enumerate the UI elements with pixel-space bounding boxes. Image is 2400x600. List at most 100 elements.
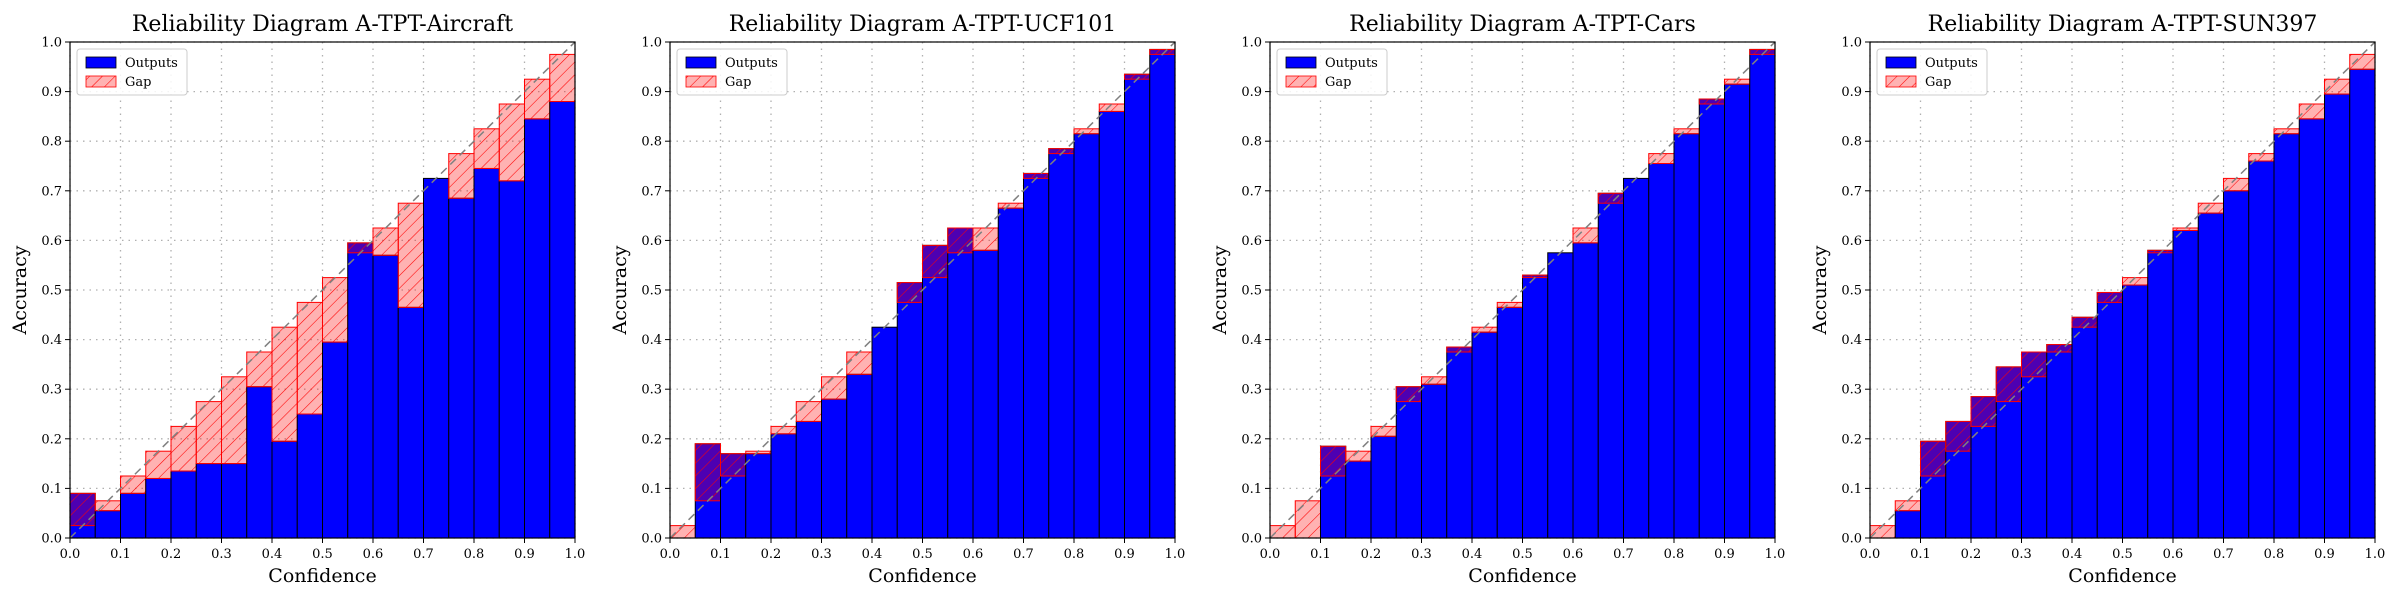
x-tick-label: 0.6 <box>2163 547 2184 562</box>
outputs-bar <box>397 306 424 539</box>
outputs-bar <box>347 242 374 539</box>
outputs-bar <box>221 463 248 539</box>
outputs-bar <box>795 420 822 539</box>
gap-bar <box>821 376 848 400</box>
outputs-bar <box>2324 93 2351 539</box>
x-tick-label: 0.4 <box>2062 547 2083 562</box>
gap-bar <box>1995 366 2022 403</box>
gap-bar <box>2021 351 2048 378</box>
x-tick-label: 0.4 <box>862 547 883 562</box>
x-tick-label: 1.0 <box>1165 547 1186 562</box>
outputs-bar <box>1496 306 1523 539</box>
gap-bar <box>322 277 349 343</box>
x-tick-label: 0.6 <box>1563 547 1584 562</box>
y-tick-label: 0.8 <box>41 135 62 150</box>
gap-bar <box>669 525 696 539</box>
outputs-bar <box>972 249 999 539</box>
y-axis-label: Accuracy <box>9 245 31 335</box>
outputs-bar <box>1149 48 1176 539</box>
outputs-bar <box>1098 110 1125 539</box>
gap-bar <box>2046 344 2073 353</box>
gap-bar <box>1673 128 1700 135</box>
y-tick-label: 0.4 <box>641 333 662 348</box>
outputs-bar <box>947 227 974 539</box>
gap-bar <box>2122 277 2149 286</box>
chart-title: Reliability Diagram A-TPT-Aircraft <box>132 12 513 37</box>
x-tick-label: 0.7 <box>413 547 434 562</box>
gap-bar <box>1073 128 1100 135</box>
outputs-bar <box>2096 291 2123 539</box>
y-axis-label: Accuracy <box>1809 245 1831 335</box>
legend: Outputs Gap <box>676 48 788 96</box>
outputs-bar <box>271 440 298 539</box>
outputs-bar <box>1421 383 1448 539</box>
outputs-bar <box>821 398 848 539</box>
x-tick-label: 1.0 <box>1765 547 1786 562</box>
gap-bar <box>1572 227 1599 244</box>
gap-bar <box>1698 98 1725 105</box>
outputs-bar <box>1023 172 1050 539</box>
x-tick-label: 0.7 <box>1013 547 1034 562</box>
x-tick-label: 0.0 <box>1860 547 1881 562</box>
gap-bar <box>1869 525 1896 539</box>
legend-gap-swatch <box>685 75 717 88</box>
y-tick-label: 0.3 <box>641 383 662 398</box>
y-tick-label: 1.0 <box>41 36 62 51</box>
legend-gap-label: Gap <box>1325 75 1351 90</box>
x-tick-label: 0.3 <box>1411 547 1432 562</box>
x-tick-label: 0.6 <box>963 547 984 562</box>
chart-panel-4: 0.0 0.1 0.2 0.3 0.4 0.5 0.6 0.7 0.8 0.9 1.0 0.0 0.1 0… <box>1809 12 2385 587</box>
x-tick-label: 0.5 <box>312 547 333 562</box>
x-tick-label: 0.1 <box>110 547 131 562</box>
legend: Outputs Gap <box>1276 48 1388 96</box>
x-tick-label: 0.5 <box>1512 547 1533 562</box>
gap-bar <box>271 326 298 442</box>
outputs-bar <box>145 477 172 539</box>
outputs-bar <box>745 453 772 539</box>
outputs-bar <box>997 207 1024 539</box>
y-tick-label: 0.5 <box>1841 284 1862 299</box>
x-tick-label: 0.2 <box>161 547 182 562</box>
y-tick-label: 0.5 <box>1241 284 1262 299</box>
gap-bar <box>795 401 822 422</box>
outputs-bar <box>2122 284 2149 539</box>
legend-gap-swatch <box>1285 75 1317 88</box>
x-tick-label: 0.8 <box>464 547 485 562</box>
y-tick-label: 0.4 <box>1841 333 1862 348</box>
gap-bar <box>2096 291 2123 303</box>
outputs-bar <box>1522 274 1549 539</box>
legend-gap-label: Gap <box>1925 75 1951 90</box>
outputs-bar <box>94 510 121 539</box>
y-tick-label: 0.3 <box>41 383 62 398</box>
x-tick-label: 0.3 <box>2011 547 2032 562</box>
outputs-bar <box>1048 148 1075 539</box>
y-tick-label: 0.5 <box>41 284 62 299</box>
gap-bar <box>1395 386 1422 403</box>
gap-bar <box>1294 500 1321 539</box>
y-tick-label: 1.0 <box>641 36 662 51</box>
y-tick-label: 0.1 <box>41 482 62 497</box>
gap-bar <box>473 128 500 169</box>
gap-bar <box>1970 396 1997 427</box>
x-tick-label: 0.1 <box>1310 547 1331 562</box>
outputs-bar <box>2021 351 2048 539</box>
chart-panel-3: 0.0 0.1 0.2 0.3 0.4 0.5 0.6 0.7 0.8 0.9 1.0 0.0 0.1 0… <box>1209 12 1785 587</box>
outputs-bar <box>896 282 923 539</box>
outputs-bar <box>1547 252 1574 539</box>
y-tick-label: 0.9 <box>641 85 662 100</box>
x-tick-label: 0.2 <box>1961 547 1982 562</box>
outputs-bar <box>2248 160 2275 539</box>
chart-title: Reliability Diagram A-TPT-SUN397 <box>1928 12 2318 37</box>
x-tick-label: 0.9 <box>1714 547 1735 562</box>
x-tick-label: 0.9 <box>2314 547 2335 562</box>
x-tick-label: 0.9 <box>1114 547 1135 562</box>
gap-bar <box>549 53 576 103</box>
outputs-bar <box>372 254 399 539</box>
x-tick-label: 0.7 <box>2213 547 2234 562</box>
chart-panel-1: 0.0 0.1 0.2 0.3 0.4 0.5 0.6 0.7 0.8 0.9 1.0 0.0 0.1 0… <box>9 12 585 587</box>
y-tick-label: 0.8 <box>1841 135 1862 150</box>
x-axis-label: Confidence <box>1468 565 1576 587</box>
gap-bar <box>720 453 747 477</box>
x-tick-label: 0.1 <box>710 547 731 562</box>
